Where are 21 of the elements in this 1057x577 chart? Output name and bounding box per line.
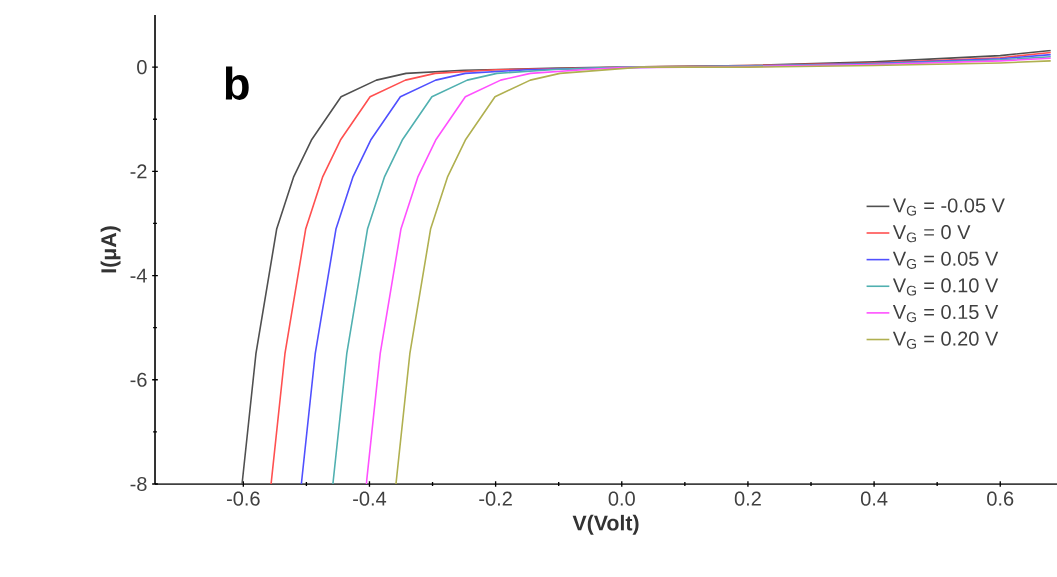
annotation: b [225, 66, 249, 100]
x-tick-label: -0.4 [353, 491, 387, 506]
y-axis-title: I(μA) [100, 226, 121, 273]
y-tick-label: -2 [130, 164, 147, 179]
x-tick-label: -0.2 [479, 491, 512, 506]
y-tick-label: -4 [130, 268, 147, 283]
legend-label: V$_{G}$ = 0.05 V [892, 251, 999, 269]
x-tick-label: 0.0 [608, 491, 635, 506]
legend-label: V$_{G}$ = 0.10 V [892, 278, 999, 296]
x-tick-label: 0.4 [860, 491, 888, 506]
legend-label: V$_{G}$ = 0.15 V [892, 304, 999, 323]
x-tick-label: -0.6 [226, 491, 260, 506]
x-tick-label: 0.6 [987, 491, 1014, 506]
y-tick-label: -6 [130, 372, 147, 387]
y-tick-label: 0 [137, 60, 147, 75]
legend-label: V$_{G}$ = 0.20 V [892, 331, 999, 349]
y-tick-label: -8 [130, 476, 147, 492]
legend-label: V$_{G}$ = 0 V [892, 225, 971, 243]
x-axis-title: V(Volt) [572, 514, 639, 535]
x-tick-label: 0.2 [734, 491, 761, 506]
legend-label: V$_{G}$ = -0.05 V [892, 198, 1005, 216]
